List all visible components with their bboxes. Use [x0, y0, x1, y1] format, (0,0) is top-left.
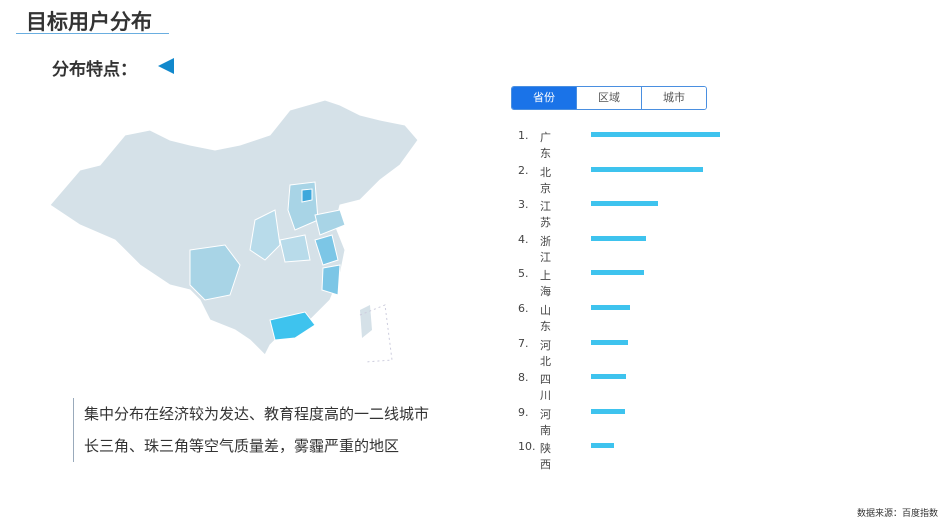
province-name: 江苏: [540, 200, 551, 230]
rank-number: 5.: [518, 267, 529, 281]
map-beijing: [301, 188, 313, 203]
province-name: 河南: [540, 407, 551, 437]
title-underline: [16, 33, 169, 34]
ranking-bar: [591, 374, 626, 380]
province-name: 河北: [540, 338, 551, 368]
rank-number: 6.: [518, 301, 529, 315]
description: 集中分布在经济较为发达、教育程度高的一二线城市 长三角、珠三角等空气质量差，雾霾…: [73, 398, 429, 462]
map-shaanxi: [249, 209, 281, 261]
ranking-bar: [591, 270, 644, 276]
ranking-bar: [591, 166, 704, 172]
map-sichuan: [189, 244, 241, 301]
map-jiangsu: [314, 234, 339, 266]
ranking-bar: [591, 339, 629, 345]
province-name: 上海: [540, 269, 551, 299]
map-south-sea-inset: [359, 304, 393, 363]
rank-number: 9.: [518, 405, 529, 419]
rank-number: 10.: [518, 440, 536, 454]
page-title: 目标用户分布: [26, 10, 152, 34]
tab-province[interactable]: 省份: [512, 87, 576, 109]
ranking-bar: [591, 443, 615, 449]
province-name: 广东: [540, 131, 551, 160]
description-line: 长三角、珠三角等空气质量差，雾霾严重的地区: [84, 437, 400, 455]
tab-region[interactable]: 区域: [576, 87, 641, 109]
map-zhejiang: [321, 264, 341, 296]
data-source: 数据来源：百度指数: [856, 509, 938, 519]
province-name: 山东: [540, 303, 551, 333]
map-taiwan: [360, 305, 372, 338]
map-guangdong: [269, 311, 316, 341]
province-name: 四川: [540, 373, 551, 403]
ranking-bar: [591, 132, 720, 137]
map-shandong: [314, 209, 346, 236]
ranking-bar: [591, 408, 625, 414]
province-name: 北京: [540, 165, 551, 195]
china-map: [49, 99, 419, 363]
ranking-bar: [591, 235, 647, 241]
rank-number: 4.: [518, 232, 529, 246]
province-name: 陕西: [540, 442, 551, 472]
rank-number: 8.: [518, 371, 529, 385]
description-line: 集中分布在经济较为发达、教育程度高的一二线城市: [84, 405, 430, 423]
tab-group: 省份 区域 城市: [511, 86, 707, 110]
ranking-bar: [591, 304, 630, 310]
rank-number: 2.: [518, 163, 529, 177]
rank-number: 1.: [518, 129, 529, 142]
ranking-bar: [591, 201, 659, 207]
map-henan: [279, 234, 311, 263]
triangle-pointer-icon: [158, 58, 174, 74]
tab-city[interactable]: 城市: [641, 87, 706, 109]
rank-number: 3.: [518, 198, 529, 212]
rank-number: 7.: [518, 336, 529, 350]
section-subtitle: 分布特点：: [52, 60, 137, 80]
province-name: 浙江: [540, 234, 551, 264]
